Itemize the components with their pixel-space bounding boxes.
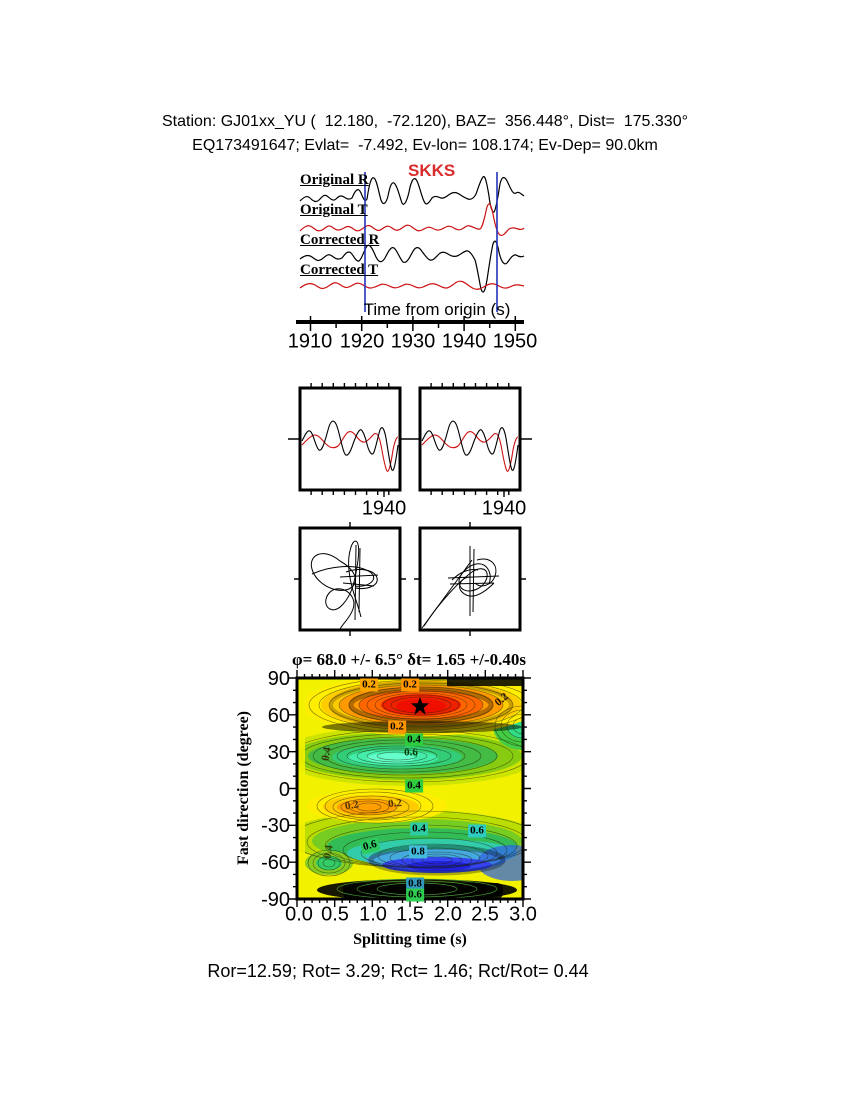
zoom-panel-ticks [288,383,532,497]
time-tick-1910: 1910 [287,330,333,353]
contour-label: 0.2 [388,720,406,734]
contour-label: 0.4 [410,822,428,836]
contour-label: 0.2 [387,796,403,811]
xtick-0.5: 0.5 [321,903,349,926]
xtick-3.0: 3.0 [509,903,537,926]
contour-label: 0.6 [406,888,424,902]
ytick--30: -30 [261,815,290,837]
pm-left-hodogram [310,540,379,630]
zoom-panel-left-frame [298,386,402,492]
phase-label: SKKS [408,161,456,180]
zoom-panel-traces-right [421,420,519,472]
xtick-1.5: 1.5 [396,903,424,926]
pm-panel-ticks [294,522,526,636]
contour-label: 0.8 [406,877,424,891]
time-tick-1920: 1920 [339,330,385,353]
zoom-panel-traces [301,420,399,472]
zoom-panel-right-frame [418,386,522,492]
contour-label: 0.2 [401,678,419,692]
trace-label-original-t: Original T [300,202,368,218]
event-header: EQ173491647; Evlat= -7.492, Ev-lon= 108.… [192,137,658,154]
ytick--90: -90 [261,889,290,911]
time-axis-label: Time from origin (s) [363,300,511,319]
zoom-left-tick-label: 1940 [361,497,407,520]
contour-label: 0.8 [409,845,427,859]
xtick-0.0: 0.0 [285,903,313,926]
contour-label: 0.2 [360,678,378,692]
ytick-90: 90 [267,668,290,690]
result-stats: Ror=12.59; Rot= 3.29; Rct= 1.46; Rct/Rot… [207,961,589,981]
contour-title: φ= 68.0 +/- 6.5° δt= 1.65 +/-0.40s [291,650,527,669]
corrected-r-trace [299,240,525,293]
trace-label-original-r: Original R [300,172,369,188]
window-marker-lines [364,172,498,312]
ytick-60: 60 [267,705,290,727]
xtick-1.0: 1.0 [359,903,387,926]
time-tick-1950: 1950 [492,330,538,353]
corrected-t-trace [299,280,525,290]
ytick-30: 30 [267,742,290,764]
original-r-trace [299,175,525,213]
xtick-2.5: 2.5 [471,903,499,926]
best-solution-star [410,697,430,715]
contour-label: 0.6 [404,746,418,759]
xtick-2.0: 2.0 [434,903,462,926]
time-tick-1930: 1930 [390,330,436,353]
contour-label: 0.4 [405,779,423,793]
trace-label-corrected-t: Corrected T [300,262,379,278]
ytick-0: 0 [278,779,290,801]
contour-label: 0.4 [405,733,423,747]
time-axis-ticks [309,316,517,331]
trace-label-corrected-r: Corrected R [300,232,380,248]
time-tick-1940: 1940 [441,330,487,353]
contour-axis-ticks [289,670,531,907]
contour-xlabel: Splitting time (s) [353,931,467,948]
pm-right-hodogram [421,546,500,629]
original-t-trace [299,203,525,237]
ytick--60: -60 [261,852,290,874]
zoom-right-tick-label: 1940 [481,497,527,520]
station-header: Station: GJ01xx_YU ( 12.180, -72.120), B… [162,113,688,130]
contour-label: 0.6 [468,824,486,838]
